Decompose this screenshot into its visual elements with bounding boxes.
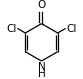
Text: H: H: [38, 69, 45, 79]
Text: Cl: Cl: [7, 24, 17, 34]
Text: N: N: [38, 62, 45, 72]
Text: O: O: [37, 0, 46, 10]
Text: Cl: Cl: [66, 24, 76, 34]
